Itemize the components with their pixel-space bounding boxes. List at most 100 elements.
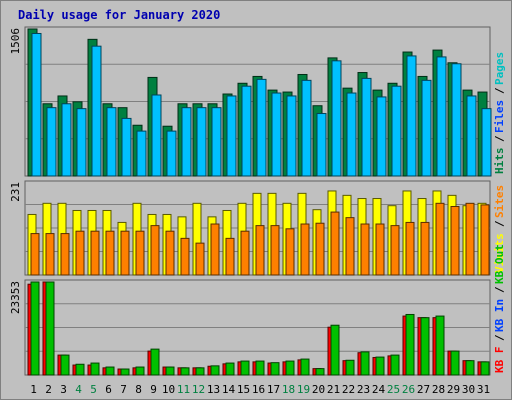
bar-files (406, 55, 417, 177)
bar-files (256, 78, 267, 177)
bar-files (301, 79, 312, 177)
bar-files (151, 94, 162, 177)
label-separator: / (493, 334, 506, 341)
bar-kb-out (105, 366, 115, 376)
bar-sites (90, 230, 100, 276)
bar-sites (180, 237, 190, 276)
panel-visits-sites: 231 Visits / Sites (9, 180, 506, 276)
x-tick-label: 19 (297, 383, 310, 396)
bar-kb-out (300, 358, 310, 376)
bar-sites (120, 230, 130, 276)
bar-kb-out (480, 361, 490, 376)
x-tick-label: 3 (60, 383, 67, 396)
bar-sites (210, 223, 220, 276)
label-separator: / (493, 220, 506, 227)
bar-kb-out (390, 354, 400, 376)
series-label: Hits (493, 148, 506, 175)
bar-files (136, 130, 147, 177)
bar-kb-out (210, 365, 220, 376)
x-tick-label: 8 (135, 383, 142, 396)
bar-sites (330, 211, 340, 276)
bar-files (196, 107, 207, 177)
x-tick-label: 28 (432, 383, 445, 396)
series-label: KB In (493, 299, 506, 332)
bar-files (61, 103, 72, 177)
bar-kb-out (450, 350, 460, 376)
bar-sites (420, 221, 430, 276)
bar-sites (450, 205, 460, 276)
bar-kb-out (330, 324, 340, 376)
x-tick-label: 17 (267, 383, 280, 396)
series-label: Sites (493, 185, 506, 218)
bar-files (241, 85, 252, 177)
x-tick-label: 4 (75, 383, 82, 396)
bar-kb-out (75, 363, 85, 376)
panel-max-label: 23353 (9, 281, 22, 314)
bar-kb-out (165, 366, 175, 376)
series-label: KB Out (493, 244, 506, 284)
x-tick-label: 21 (327, 383, 340, 396)
x-tick-label: 14 (222, 383, 236, 396)
bar-kb-out (345, 359, 355, 376)
x-tick-label: 20 (312, 383, 325, 396)
bar-files (421, 79, 432, 177)
x-tick-label: 29 (447, 383, 460, 396)
bar-files (436, 56, 447, 177)
bar-kb-out (30, 281, 40, 376)
bar-sites (30, 233, 40, 276)
bar-files (181, 107, 192, 177)
bar-sites (165, 230, 175, 276)
bar-files (466, 95, 477, 177)
label-separator: / (493, 87, 506, 94)
panel-max-label: 1506 (9, 28, 22, 55)
x-tick-label: 10 (162, 383, 175, 396)
x-tick-label: 16 (252, 383, 265, 396)
bar-kb-out (135, 366, 145, 376)
x-tick-label: 2 (45, 383, 52, 396)
bar-files (376, 96, 387, 177)
bar-sites (195, 242, 205, 276)
bar-sites (285, 228, 295, 276)
panel-kbytes: 23353 KB F / KB In / KB Out (9, 244, 506, 376)
bar-files (76, 108, 87, 177)
x-tick-label: 22 (342, 383, 355, 396)
bar-kb-out (420, 317, 430, 376)
x-tick-label: 6 (105, 383, 112, 396)
bar-files (226, 95, 237, 177)
label-separator: / (493, 135, 506, 142)
x-tick-label: 30 (462, 383, 475, 396)
bar-files (481, 108, 492, 177)
bar-sites (480, 204, 490, 276)
bar-files (106, 107, 117, 177)
bar-files (31, 32, 42, 177)
bar-sites (375, 223, 385, 276)
bar-kb-out (375, 356, 385, 376)
bar-sites (105, 230, 115, 276)
bar-sites (345, 217, 355, 276)
bar-kb-out (225, 362, 235, 376)
bar-files (391, 85, 402, 177)
x-tick-label: 18 (282, 383, 295, 396)
chart-title: Daily usage for January 2020 (18, 8, 220, 22)
bar-kb-out (285, 360, 295, 376)
bar-sites (75, 230, 85, 276)
x-tick-label: 24 (372, 383, 386, 396)
bar-sites (45, 233, 55, 276)
bar-kb-out (60, 354, 70, 376)
bar-files (361, 77, 372, 177)
series-label: Visits (493, 233, 506, 273)
bar-kb-out (195, 367, 205, 376)
bar-files (166, 130, 177, 177)
bar-kb-out (240, 360, 250, 376)
bar-sites (315, 222, 325, 276)
bar-kb-out (120, 368, 130, 376)
x-tick-label: 15 (237, 383, 250, 396)
bar-sites (240, 230, 250, 276)
bar-files (91, 45, 102, 177)
bar-files (271, 92, 282, 177)
bar-sites (390, 225, 400, 276)
x-tick-label: 9 (150, 383, 157, 396)
x-tick-label: 23 (357, 383, 370, 396)
x-tick-label: 27 (417, 383, 430, 396)
bar-sites (60, 233, 70, 276)
